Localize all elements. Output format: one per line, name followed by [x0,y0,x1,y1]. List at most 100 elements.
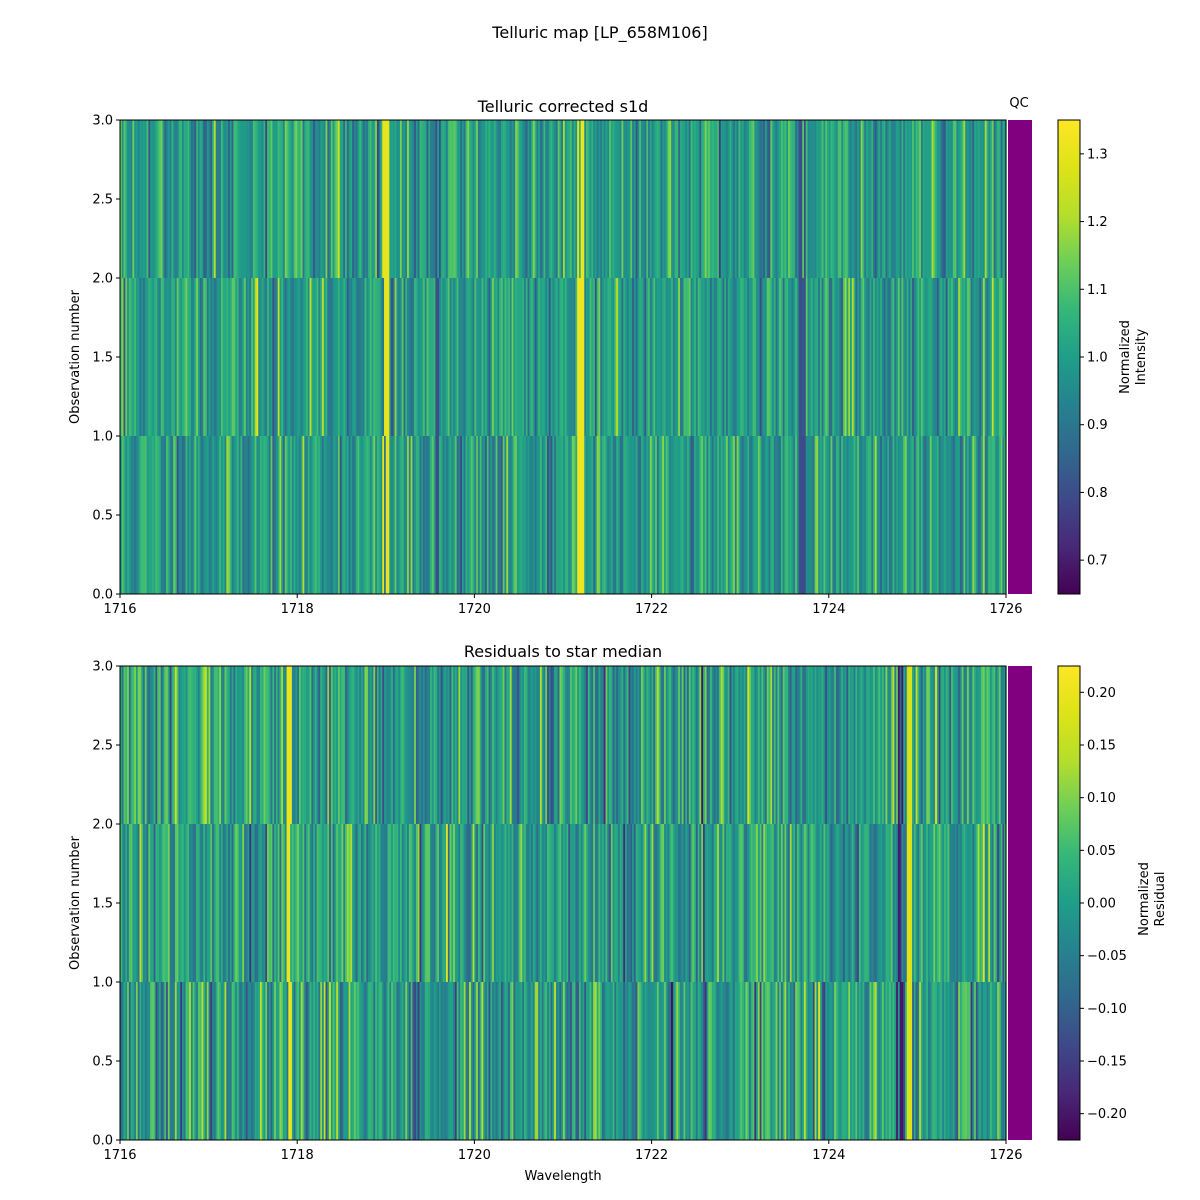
heatmap-cell [295,278,298,436]
heatmap-cell [593,120,596,278]
heatmap-cell [674,120,678,278]
heatmap-cell [199,982,203,1140]
heatmap-cell [786,278,789,436]
heatmap-cell [632,982,635,1140]
heatmap-cell [329,666,332,824]
heatmap-cell [924,666,927,824]
heatmap-cell [598,278,601,436]
heatmap-cell [619,666,623,824]
heatmap-cell [201,666,204,824]
heatmap-cell [387,436,390,594]
heatmap-cell [963,666,966,824]
heatmap-cell [779,436,782,594]
heatmap-cell [360,436,364,594]
heatmap-cell [373,982,376,1140]
heatmap-cell [793,436,796,594]
heatmap-cell [892,120,895,278]
heatmap-cell [563,120,566,278]
heatmap-cell [166,278,169,436]
heatmap-cell [231,278,235,436]
heatmap-cell [277,436,281,594]
heatmap-cell [688,982,692,1140]
heatmap-cell [726,436,729,594]
heatmap-cell [394,824,398,982]
heatmap-cell [190,278,194,436]
heatmap-cell [543,436,546,594]
heatmap-cell [580,436,584,594]
heatmap-cell [566,278,569,436]
heatmap-cell [520,278,523,436]
heatmap-cell [860,278,864,436]
heatmap-cell [345,436,348,594]
heatmap-cell [945,278,949,436]
heatmap-cell [747,824,750,982]
heatmap-cell [593,666,596,824]
heatmap-cell [596,824,600,982]
heatmap-cell [426,824,429,982]
heatmap-cell [660,278,663,436]
heatmap-cell [977,824,981,982]
heatmap-cell [500,120,504,278]
heatmap-cell [975,666,979,824]
heatmap-cell [998,982,1002,1140]
heatmap-cell [848,666,851,824]
heatmap-cell [275,666,279,824]
heatmap-cell [359,436,362,594]
heatmap-cell [215,666,219,824]
heatmap-cell [1004,436,1007,594]
heatmap-cell [151,824,155,982]
heatmap-cell [649,666,653,824]
heatmap-cell [942,278,945,436]
heatmap-cell [532,120,536,278]
heatmap-cell [890,666,894,824]
heatmap-cell [150,120,153,278]
heatmap-cell [309,824,312,982]
heatmap-cell [603,120,607,278]
heatmap-cell [998,666,1002,824]
heatmap-cell [325,666,328,824]
heatmap-cell [384,666,387,824]
heatmap-cell [724,436,727,594]
heatmap-cell [458,120,461,278]
heatmap-cell [548,278,552,436]
heatmap-cell [628,278,631,436]
heatmap-cell [834,278,837,436]
heatmap-cell [578,666,582,824]
heatmap-cell [688,120,692,278]
heatmap-cell [678,824,681,982]
heatmap-cell [499,982,502,1140]
heatmap-cell [614,982,617,1140]
heatmap-cell [391,982,394,1140]
heatmap-cell [869,436,872,594]
heatmap-cell [938,824,942,982]
heatmap-cell [364,120,367,278]
heatmap-cell [322,278,325,436]
heatmap-cell [500,666,504,824]
heatmap-cell [375,278,378,436]
heatmap-cell [575,436,578,594]
heatmap-cell [236,120,240,278]
heatmap-cell [931,278,934,436]
heatmap-cell [929,824,933,982]
heatmap-cell [780,436,784,594]
heatmap-cell [853,278,856,436]
heatmap-cell [215,278,219,436]
heatmap-cell [612,824,615,982]
heatmap-cell [208,120,211,278]
heatmap-cell [667,436,670,594]
heatmap-cell [194,666,197,824]
heatmap-cell [598,666,601,824]
heatmap-cell [173,436,176,594]
heatmap-cell [345,278,348,436]
heatmap-cell [176,824,180,982]
heatmap-cell [346,666,350,824]
heatmap-cell [961,982,965,1140]
heatmap-cell [678,666,681,824]
heatmap-cell [952,278,956,436]
heatmap-cell [288,436,291,594]
heatmap-cell [899,982,903,1140]
heatmap-cell [896,982,899,1140]
heatmap-cell [745,436,748,594]
heatmap-cell [226,120,229,278]
heatmap-cell [770,982,773,1140]
